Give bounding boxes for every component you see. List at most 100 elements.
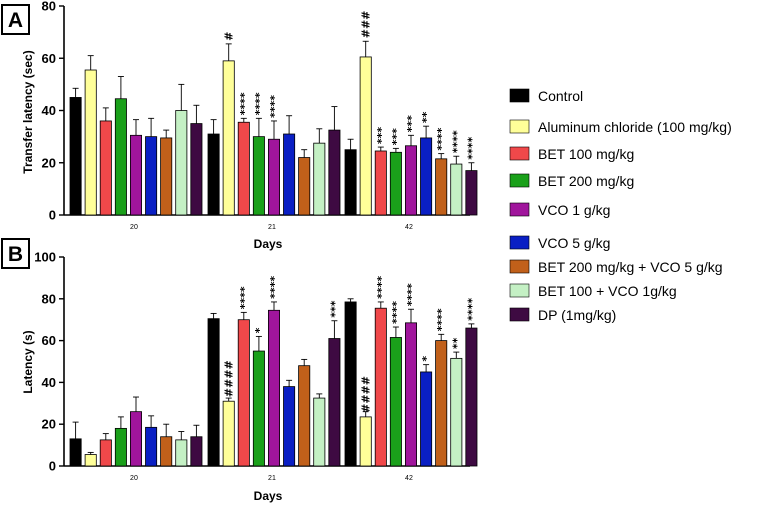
bar	[374, 150, 387, 216]
significance-label: ***	[375, 127, 388, 145]
significance-label: ***	[390, 128, 403, 146]
legend-label: VCO 5 g/kg	[538, 235, 610, 251]
bar	[207, 318, 220, 467]
bar	[298, 157, 311, 216]
bar	[190, 436, 203, 467]
bar	[69, 438, 82, 467]
bar	[114, 98, 127, 216]
x-tick-label: 21	[268, 224, 276, 231]
panel-b-letter: B	[8, 243, 23, 266]
y-tick-label: 80	[42, 0, 56, 14]
significance-label: #	[223, 32, 236, 41]
bar	[359, 56, 372, 216]
bar	[313, 397, 326, 467]
significance-label: ****	[268, 95, 281, 118]
y-tick-label: 60	[42, 51, 56, 66]
significance-label: ****	[238, 286, 251, 309]
bar	[267, 138, 280, 216]
bar	[114, 427, 127, 467]
bar	[450, 163, 463, 216]
significance-label: ****	[450, 130, 463, 153]
y-tick-label: 40	[42, 375, 56, 390]
significance-label: ****	[435, 127, 448, 150]
bar	[389, 151, 402, 216]
x-tick-label: 20	[130, 475, 138, 482]
bar	[389, 337, 402, 467]
legend-label: BET 200 mg/kg	[538, 173, 634, 189]
panel-b-chart: B Latency (s) Days 02040608010020####***…	[1, 238, 478, 503]
bar	[344, 301, 357, 467]
bar	[69, 97, 82, 216]
significance-label: ****	[435, 308, 448, 331]
bar	[298, 365, 311, 467]
y-tick-label: 80	[42, 291, 56, 306]
bar	[175, 110, 188, 216]
legend-label: DP (1mg/kg)	[538, 307, 616, 323]
significance-label: ****	[390, 301, 403, 324]
bar	[267, 309, 280, 467]
legend-swatch	[509, 283, 530, 298]
bar	[420, 137, 433, 216]
panel-b-letter-box	[1, 238, 30, 269]
x-tick-label: 20	[130, 224, 138, 231]
panel-b-x-axis-label: Days	[254, 489, 283, 503]
bar	[129, 411, 142, 467]
y-tick-label: 20	[42, 417, 56, 432]
bar	[99, 439, 112, 467]
bar	[222, 400, 235, 467]
bar	[84, 69, 97, 216]
bar	[435, 340, 448, 467]
y-tick-label: 0	[49, 459, 56, 474]
significance-label: ****	[465, 136, 478, 159]
x-tick-label: 42	[405, 475, 413, 482]
legend-swatch	[509, 88, 530, 103]
x-tick-label: 21	[268, 475, 276, 482]
panel-a-chart: A Transfer latency (sec) Days 0 20 40 60 80 2…	[1, 0, 478, 251]
bar	[175, 439, 188, 467]
significance-label: ****	[405, 283, 418, 306]
significance-label: **	[420, 111, 433, 123]
legend: Control Aluminum chloride (100 mg/kg) BET …	[509, 88, 732, 323]
legend-label: BET 100 mg/kg	[538, 146, 634, 162]
bar	[190, 123, 203, 216]
bar	[129, 134, 142, 216]
bar	[344, 149, 357, 216]
y-tick-label: 100	[34, 250, 56, 265]
bar	[465, 327, 478, 467]
significance-label: ***	[405, 115, 418, 133]
x-tick-label: 42	[405, 224, 413, 231]
significance-label: *	[420, 356, 433, 362]
bar	[404, 322, 417, 467]
bar	[99, 120, 112, 216]
legend-label: BET 100 + VCO 1g/kg	[538, 283, 677, 299]
bar	[450, 357, 463, 467]
bar	[160, 137, 173, 216]
bar	[237, 319, 250, 467]
significance-label: ****	[268, 276, 281, 299]
panel-b-y-axis-label: Latency (s)	[21, 330, 35, 393]
bar	[84, 454, 97, 467]
significance-label: ****	[375, 276, 388, 299]
legend-swatch	[509, 307, 530, 322]
legend-swatch	[509, 119, 530, 134]
bar	[207, 133, 220, 216]
legend-label: VCO 1 g/kg	[538, 202, 610, 218]
bar	[283, 386, 296, 467]
bar	[252, 136, 265, 216]
bar	[145, 136, 158, 216]
legend-label: Aluminum chloride (100 mg/kg)	[538, 119, 732, 135]
bar	[222, 60, 235, 216]
y-tick-label: 0	[49, 208, 56, 223]
bar	[252, 350, 265, 467]
significance-label: *	[253, 327, 266, 333]
panel-a-letter: A	[8, 9, 23, 32]
bar	[145, 426, 158, 467]
legend-swatch	[509, 173, 530, 188]
bar	[328, 129, 341, 216]
panel-a-y-axis-label: Transfer latency (sec)	[21, 50, 35, 173]
bar	[420, 371, 433, 467]
bar	[404, 145, 417, 216]
significance-label: ###	[360, 11, 373, 39]
bar	[374, 307, 387, 467]
